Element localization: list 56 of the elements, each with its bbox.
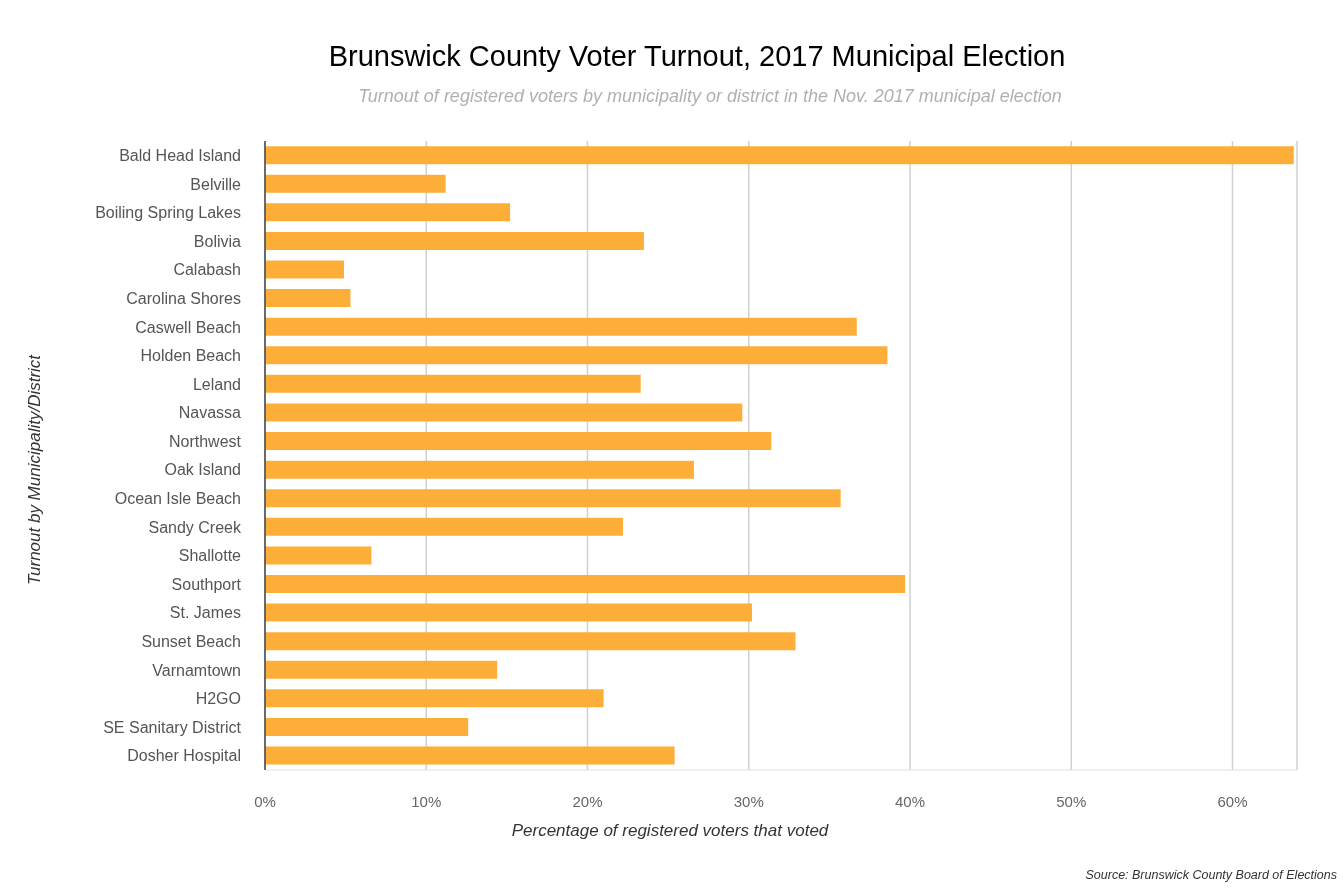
bar xyxy=(265,231,644,250)
y-tick-label: Carolina Shores xyxy=(126,289,241,307)
bar xyxy=(265,489,841,508)
y-tick-label: Holden Beach xyxy=(140,347,241,365)
y-tick-label: Calabash xyxy=(173,261,241,279)
x-tick-label: 60% xyxy=(1217,792,1248,810)
bar xyxy=(265,403,743,422)
y-tick-label: Sandy Creek xyxy=(148,518,242,536)
x-tick-label: 20% xyxy=(572,792,603,810)
y-tick-label: Oak Island xyxy=(164,461,241,479)
y-tick-label: Ocean Isle Beach xyxy=(114,490,241,508)
bar xyxy=(265,317,857,336)
source-note: Source: Brunswick County Board of Elections xyxy=(1085,868,1337,882)
y-tick-label: Navassa xyxy=(178,404,242,422)
y-tick-label: Sunset Beach xyxy=(141,633,241,651)
bar xyxy=(265,660,498,679)
y-tick-label: St. James xyxy=(169,604,241,622)
y-tick-label: Leland xyxy=(192,375,241,393)
bar xyxy=(265,689,604,708)
chart-title: Brunswick County Voter Turnout, 2017 Municipal Election xyxy=(328,40,1066,72)
x-tick-label: 0% xyxy=(254,792,276,810)
bar xyxy=(265,746,675,765)
y-axis-title: Turnout by Municipality/District xyxy=(25,354,44,586)
bar xyxy=(265,346,888,365)
y-tick-label: Bolivia xyxy=(193,232,242,250)
bar xyxy=(265,546,372,565)
y-tick-label: H2GO xyxy=(195,690,241,708)
y-tick-label: Caswell Beach xyxy=(135,318,241,336)
bar xyxy=(265,203,511,222)
x-axis-title: Percentage of registered voters that voted xyxy=(511,821,829,840)
bar xyxy=(265,517,623,536)
y-tick-label: Boiling Spring Lakes xyxy=(95,204,241,222)
bar xyxy=(265,603,752,622)
bar xyxy=(265,374,641,393)
bar xyxy=(265,717,469,736)
y-tick-label: Southport xyxy=(171,575,242,593)
y-tick-label: Northwest xyxy=(168,432,242,450)
bar xyxy=(265,146,1294,165)
bar xyxy=(265,174,446,193)
y-tick-label: SE Sanitary District xyxy=(103,718,242,736)
bar xyxy=(265,460,694,479)
y-tick-label: Belville xyxy=(190,175,242,193)
bar xyxy=(265,432,772,451)
x-tick-label: 10% xyxy=(411,792,442,810)
chart-subtitle: Turnout of registered voters by municipality or district in the Nov. 2017 municipal election xyxy=(358,86,1062,106)
bar xyxy=(265,575,906,594)
x-tick-label: 40% xyxy=(894,792,926,810)
bar xyxy=(265,260,345,279)
x-tick-label: 50% xyxy=(1056,792,1087,810)
bar xyxy=(265,289,351,308)
x-tick-label: 30% xyxy=(733,792,764,810)
bar xyxy=(265,632,796,651)
y-tick-label: Varnamtown xyxy=(152,661,241,679)
y-tick-label: Dosher Hospital xyxy=(127,747,241,765)
y-tick-label: Bald Head Island xyxy=(119,146,241,164)
y-tick-label: Shallotte xyxy=(178,547,242,565)
